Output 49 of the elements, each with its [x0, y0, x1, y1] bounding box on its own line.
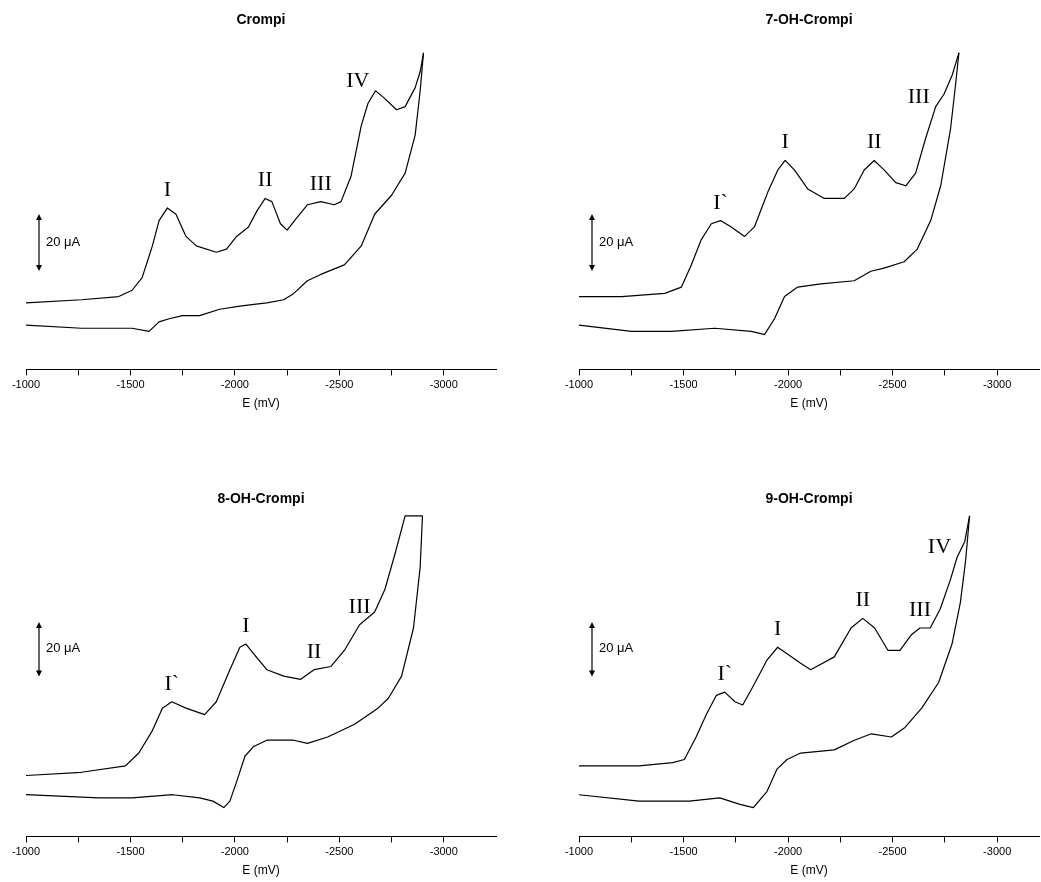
x-tick-label: -3000	[983, 378, 1012, 391]
x-axis-title: E (mV)	[790, 863, 828, 878]
x-tick-label: -1500	[669, 378, 698, 391]
annotation: II	[866, 128, 882, 154]
x-tick-label: -2000	[220, 845, 249, 858]
x-tick-label: -2500	[878, 378, 907, 391]
x-tick-label: -2000	[774, 378, 803, 391]
annotation: II	[257, 166, 273, 192]
annotation: I	[242, 612, 250, 638]
annotation: III	[309, 169, 332, 195]
annotation: I	[773, 615, 782, 641]
x-tick-label: -2500	[878, 845, 907, 858]
annotation: 20 μA	[599, 640, 634, 656]
x-tick-label: -1000	[11, 378, 41, 391]
annotation: III	[907, 82, 930, 108]
x-tick-label: -1500	[116, 378, 145, 391]
x-tick-label: -2000	[774, 845, 803, 858]
x-axis-title: E (mV)	[242, 396, 280, 411]
x-tick-label: -3000	[429, 378, 458, 391]
annotation: I`	[717, 660, 733, 686]
x-tick-label: -2500	[325, 378, 354, 391]
annotation: 20 μA	[599, 234, 634, 250]
chart-title: 8-OH-Crompi	[217, 490, 305, 507]
x-tick-label: -1000	[564, 378, 594, 391]
x-axis-title: E (mV)	[790, 396, 828, 411]
chart-title: 9-OH-Crompi	[765, 490, 853, 507]
annotation: 20 μA	[46, 234, 81, 250]
x-tick-label: -1500	[669, 845, 698, 858]
annotation: 20 μA	[46, 640, 81, 656]
annotation: I`	[164, 669, 180, 695]
x-tick-label: -1500	[116, 845, 145, 858]
annotation: III	[348, 592, 371, 618]
x-tick-label: -1000	[11, 845, 41, 858]
x-tick-label: -3000	[429, 845, 458, 858]
x-axis-title: E (mV)	[242, 863, 280, 878]
x-tick-label: -2000	[220, 378, 249, 391]
annotation: II	[306, 637, 322, 663]
x-tick-label: -1000	[564, 845, 594, 858]
annotation: III	[909, 596, 932, 622]
annotation: IV	[346, 66, 370, 92]
chart-title: 7-OH-Crompi	[765, 11, 853, 28]
annotation: IV	[927, 533, 952, 559]
annotation: I`	[713, 188, 728, 214]
annotation: I	[163, 175, 172, 201]
x-tick-label: -3000	[983, 845, 1012, 858]
annotation: I	[781, 128, 789, 154]
chart-title: Crompi	[236, 11, 286, 28]
annotation: II	[855, 586, 871, 612]
x-tick-label: -2500	[325, 845, 354, 858]
